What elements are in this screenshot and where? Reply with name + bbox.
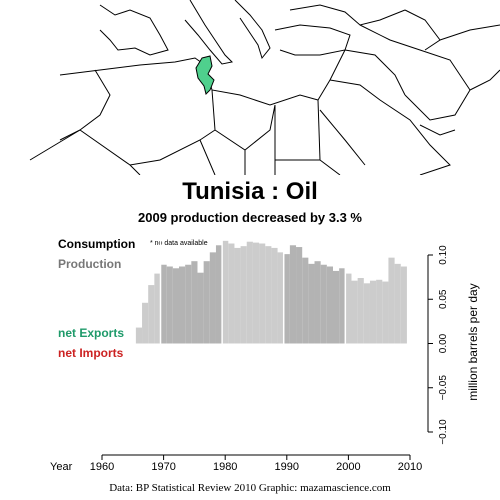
production-bar-1984: [246, 241, 253, 344]
y-tick-label-2: 0.00: [438, 333, 449, 353]
production-bar-1980: [222, 240, 229, 344]
map-border-algeria-south: [79, 129, 216, 166]
production-bar-2002: [357, 278, 364, 344]
production-bar-1987: [265, 246, 272, 344]
production-bar-1989: [277, 252, 284, 344]
legend-consumption: Consumption: [58, 237, 136, 251]
production-bar-2008: [394, 263, 401, 344]
map-border-arabia: [329, 79, 451, 175]
legend-production: Production: [58, 257, 122, 271]
production-bar-2007: [388, 257, 395, 344]
production-bar-1978: [209, 252, 216, 344]
production-bar-2001: [351, 280, 358, 344]
production-bar-1985: [252, 242, 260, 344]
map-border-levant: [317, 49, 346, 101]
y-axis-label: million barrels per day: [466, 283, 480, 401]
production-bar-1975: [191, 261, 198, 344]
production-bar-1979: [215, 245, 223, 344]
production-bar-1995: [314, 261, 321, 344]
x-axis-label: Year: [50, 461, 73, 473]
map-border-afghanistan: [469, 69, 500, 91]
production-bar-1993: [302, 257, 309, 344]
production-bar-1981: [228, 243, 235, 344]
map-border-balkans: [234, 0, 271, 60]
map-border-caspian: [404, 9, 441, 51]
production-bar-1966: [135, 327, 143, 344]
world-map: [0, 0, 500, 175]
x-tick-label-1970: 1970: [151, 461, 175, 473]
production-bar-1973: [179, 266, 186, 344]
x-tick-label-2010: 2010: [398, 461, 422, 473]
x-tick-label-1990: 1990: [275, 461, 299, 473]
production-bar-1983: [240, 246, 247, 344]
y-tick-label-3: 0.05: [438, 289, 449, 309]
page-title: Tunisia : Oil: [182, 178, 318, 205]
x-tick-label-1960: 1960: [90, 461, 114, 473]
production-bar-1977: [203, 261, 210, 344]
map-border-egypt: [274, 99, 321, 161]
production-bar-1976: [197, 272, 204, 344]
production-bar-2004: [369, 280, 377, 344]
production-bar-1967: [142, 302, 149, 344]
production-bar-1991: [289, 245, 297, 344]
production-bar-1974: [185, 264, 192, 344]
production-bar-1994: [308, 263, 315, 344]
production-bar-1998: [333, 270, 340, 344]
map-border-morocco: [59, 69, 111, 141]
production-bar-1970: [160, 264, 167, 344]
map-border-red-sea: [319, 109, 366, 166]
map-border-sahel: [29, 129, 216, 175]
map-border-gulf: [419, 124, 456, 136]
production-bar-1992: [296, 247, 303, 344]
map-border-italy: [184, 0, 234, 65]
source-footer: Data: BP Statistical Review 2010 Graphic…: [109, 482, 391, 494]
production-bar-1990: [283, 254, 290, 344]
x-tick-label-2000: 2000: [336, 461, 360, 473]
map-border-central-asia: [439, 24, 500, 41]
production-bar-2006: [382, 281, 389, 344]
production-bar-1972: [172, 268, 179, 344]
production-bar-2005: [376, 279, 383, 344]
production-bar-1999: [339, 268, 346, 344]
tunisia-highlight: [195, 55, 215, 95]
map-border-iraq: [344, 49, 406, 96]
production-bar-2000: [345, 273, 352, 344]
no-data-note: * no data available: [150, 240, 208, 247]
production-bar-1988: [271, 247, 278, 344]
map-border-iberia: [99, 4, 169, 56]
map-border-turkey: [274, 24, 351, 56]
x-tick-label-1980: 1980: [213, 461, 237, 473]
production-bar-1986: [259, 243, 266, 344]
production-bar-1996: [320, 264, 327, 344]
production-bar-1997: [326, 266, 333, 344]
legend-net-exports: net Exports: [58, 326, 125, 340]
map-border-caucasus: [289, 4, 406, 26]
page-subtitle: 2009 production decreased by 3.3 %: [138, 210, 362, 225]
production-bar-2003: [363, 283, 370, 344]
production-bar-1982: [234, 247, 241, 344]
map-border-iran: [359, 24, 471, 121]
production-bar-2009: [400, 266, 407, 344]
legend-net-imports: net Imports: [58, 346, 124, 360]
y-tick-label-4: 0.10: [438, 245, 449, 265]
y-tick-label-1: −0.05: [438, 375, 449, 401]
production-bar-1971: [166, 266, 173, 344]
map-border-sudan: [244, 150, 341, 175]
production-bar-1968: [148, 285, 155, 344]
production-bar-1969: [154, 273, 161, 344]
y-tick-label-0: −0.10: [438, 419, 449, 445]
